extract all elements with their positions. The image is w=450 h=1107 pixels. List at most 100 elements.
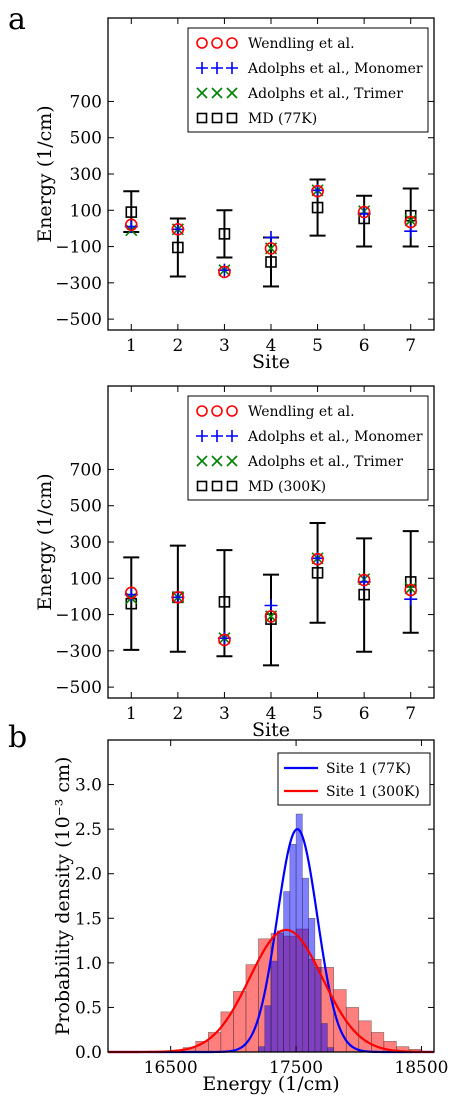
a-top-y-tick-label: −500 (55, 310, 102, 330)
b-histogram-bar-77k (295, 813, 303, 1053)
a-bottom-legend-label: Adolphs et al., Monomer (247, 429, 423, 445)
b-histogram-bar-77k (308, 917, 316, 1053)
a-bottom-point-x (404, 582, 417, 595)
a-bottom-legend-marker (226, 480, 238, 492)
b-y-tick-label: 0.0 (75, 1043, 102, 1063)
a-top-point-plus (264, 230, 278, 244)
a-bottom-point-circle (171, 591, 185, 604)
a-top-legend-marker (226, 62, 238, 74)
b-legend (277, 752, 431, 806)
b-y-tick-label: 1.5 (75, 909, 102, 929)
b-y-tick-label: 0.5 (75, 998, 102, 1018)
b-histogram-bar-77k (264, 1005, 272, 1053)
a-top-y-tick-label: 500 (70, 129, 102, 149)
a-top-point-square (218, 228, 231, 240)
a-top-point-circle (264, 242, 278, 255)
a-bottom-point-circle (311, 552, 324, 566)
b-histogram-bar-77k (289, 843, 297, 1053)
a-bottom-point-plus (171, 590, 185, 604)
a-top-legend-label: Adolphs et al., Trimer (247, 86, 403, 102)
a-top-x-tick-label: 1 (126, 336, 137, 356)
a-top-legend-marker (226, 87, 238, 99)
a-top-legend-marker (196, 37, 208, 49)
a-bottom-legend-marker (196, 480, 208, 492)
a-top-legend-marker (211, 87, 223, 99)
b-legend-label: Site 1 (77K) (326, 761, 411, 777)
a-bottom-point-circle (218, 633, 231, 647)
a-top-point-square (311, 201, 324, 214)
a-bottom-y-tick-label: −500 (55, 678, 102, 698)
a-top-point-square (265, 256, 277, 268)
b-histogram-bar-300k (333, 989, 347, 1053)
a-top-legend-marker (196, 62, 208, 74)
a-bottom-point-square (218, 596, 231, 608)
a-top-point-square (125, 206, 138, 218)
a-bottom-x-tick-label: 3 (219, 704, 230, 724)
a-top-legend-label: MD (77K) (248, 111, 317, 127)
a-bottom-x-tick-label: 1 (126, 704, 137, 724)
a-bottom-legend-marker (196, 430, 208, 442)
b-x-tick-label: 16500 (144, 1058, 198, 1078)
a-top-legend-marker (226, 112, 238, 124)
a-top-point-circle (357, 205, 371, 219)
a-bottom-legend-label: Adolphs et al., Trimer (247, 454, 403, 470)
a-bottom-point-plus (264, 598, 278, 612)
a-bottom-y-tick-label: 500 (70, 497, 102, 517)
a-bottom-x-tick-label: 4 (266, 704, 277, 724)
a-bottom-y-tick-label: 700 (70, 460, 102, 480)
a-bottom-y-axis-label: Energy (1/cm) (34, 473, 56, 610)
a-top-legend-label: Adolphs et al., Monomer (247, 61, 423, 77)
a-bottom-y-tick-label: 300 (70, 533, 102, 553)
a-bottom-point-circle (264, 610, 278, 623)
a-bottom-point-circle (404, 583, 418, 597)
b-y-tick-label: 2.5 (75, 820, 102, 840)
b-plot-frame (107, 739, 435, 1053)
a-top-point-circle (311, 184, 324, 198)
a-bottom-legend-label: Wendling et al. (248, 404, 355, 420)
a-bottom-x-tick-label: 5 (312, 704, 323, 724)
a-top-legend-marker (211, 62, 223, 74)
a-top-y-tick-label: 300 (70, 165, 102, 185)
a-top-point-circle (124, 218, 138, 232)
a-bottom-legend-marker (211, 455, 223, 467)
a-top-x-tick-label: 4 (266, 336, 277, 356)
b-histogram-bar-77k (320, 1023, 328, 1053)
b-histogram-bar-300k (245, 964, 259, 1053)
b-histogram-bar-77k (327, 1047, 334, 1053)
a-top-x-tick-label: 5 (312, 336, 323, 356)
b-x-axis-label: Energy (1/cm) (202, 1073, 339, 1095)
a-top-x-axis-label: Site (252, 351, 290, 373)
a-top-legend-marker (196, 112, 208, 124)
a-bottom-legend-label: MD (300K) (248, 479, 326, 495)
b-histogram-bar-77k (283, 891, 291, 1053)
a-bottom-point-square (404, 576, 417, 588)
a-bottom-legend-marker (226, 455, 238, 467)
b-histogram-bar-77k (276, 930, 284, 1053)
a-bottom-point-square (358, 588, 370, 601)
a-top-x-tick-label: 6 (359, 336, 370, 356)
b-x-tick-label: 17500 (269, 1058, 323, 1078)
a-top-y-tick-label: −300 (55, 274, 102, 294)
b-y-tick-label: 2.0 (75, 865, 102, 885)
a-bottom-legend-marker (226, 405, 238, 417)
b-histogram-bar-77k (314, 967, 322, 1053)
b-histogram-bar-77k (302, 877, 309, 1053)
a-bottom-y-tick-label: 100 (70, 569, 102, 589)
a-top-legend-marker (211, 37, 223, 49)
a-bottom-y-tick-label: −100 (55, 606, 102, 626)
b-x-tick-label: 18500 (394, 1058, 448, 1078)
a-top-legend-marker (226, 37, 238, 49)
b-histogram-bar-77k (258, 1046, 266, 1053)
b-histogram-bar-77k (270, 960, 278, 1053)
a-top-point-circle (171, 223, 185, 236)
a-bottom-x-tick-label: 2 (172, 704, 183, 724)
a-bottom-legend-marker (211, 405, 223, 417)
a-top-point-circle (218, 265, 231, 279)
panel-label-b: b (8, 720, 28, 755)
b-y-axis-label: Probability density (10⁻³ cm) (52, 757, 74, 1036)
a-top-y-axis-label: Energy (1/cm) (34, 105, 56, 242)
a-bottom-x-axis-label: Site (252, 719, 290, 741)
a-top-x-tick-label: 2 (172, 336, 183, 356)
a-top-point-x (404, 214, 417, 227)
